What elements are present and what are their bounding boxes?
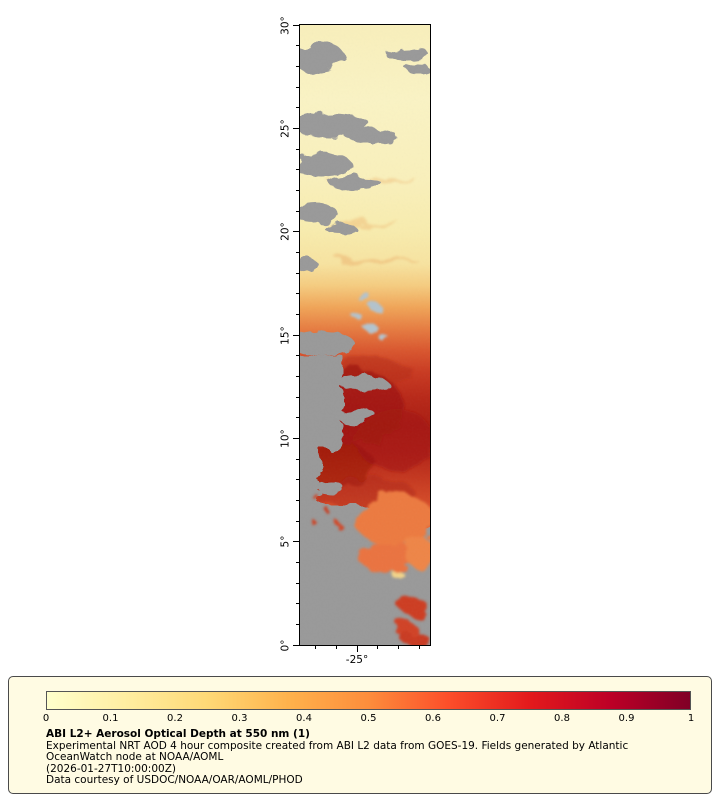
legend-panel: 0 0.1 0.2 0.3 0.4 0.5 0.6 0.7 0.8 0.9 1 ABI L2+ Ae…: [8, 676, 712, 794]
y-axis-tick-label: 20°: [279, 222, 292, 241]
caption-line-4: Data courtesy of USDOC/NOAA/OAR/AOML/PHO…: [46, 774, 303, 787]
colorbar-tick-label: 0.8: [554, 713, 570, 724]
y-axis-major-tick: [293, 541, 299, 543]
y-axis-minor-tick: [296, 169, 299, 171]
caption-line-2: OceanWatch node at NOAA/AOML: [46, 751, 224, 764]
colorbar-tick-label: 0.7: [489, 713, 506, 724]
y-axis-tick-label: 10°: [279, 429, 292, 448]
y-axis-major-tick: [293, 127, 299, 129]
caption: ABI L2+ Aerosol Optical Depth at 550 nm …: [46, 728, 629, 787]
y-axis-tick-label: 0°: [279, 639, 292, 651]
x-axis-major-tick: [356, 646, 358, 652]
y-axis-minor-tick: [296, 210, 299, 212]
x-axis-minor-tick: [335, 646, 337, 649]
y-axis-tick-label: 30°: [279, 15, 292, 35]
y-axis-minor-tick: [296, 45, 299, 47]
y-axis-minor-tick: [296, 148, 299, 150]
caption-title: ABI L2+ Aerosol Optical Depth at 550 nm …: [46, 728, 310, 740]
y-axis-minor-tick: [296, 107, 299, 109]
x-axis-minor-tick: [418, 646, 420, 649]
y-axis-tick-label: 15°: [279, 325, 292, 345]
aod-map: [300, 25, 430, 645]
caption-line-1: Experimental NRT AOD 4 hour composite cr…: [46, 739, 629, 752]
colorbar-tick-label: 0.3: [231, 713, 248, 724]
y-axis-minor-tick: [296, 561, 299, 563]
colorbar-tick-label: 0.6: [425, 713, 441, 724]
x-axis-minor-tick: [397, 646, 399, 649]
y-axis-major-tick: [293, 334, 299, 336]
y-axis-minor-tick: [296, 623, 299, 625]
y-axis-minor-tick: [296, 520, 299, 522]
y-axis-minor-tick: [296, 396, 299, 398]
colorbar-tick-label: 0.2: [167, 713, 183, 724]
y-axis-minor-tick: [296, 355, 299, 357]
x-axis-tick-label: -25°: [345, 654, 369, 666]
caption-line-3: (2026-01-27T10:00:00Z): [46, 762, 176, 775]
y-axis-minor-tick: [296, 499, 299, 501]
y-axis-minor-tick: [296, 603, 299, 605]
y-axis-minor-tick: [296, 251, 299, 253]
y-axis-minor-tick: [296, 189, 299, 191]
y-axis-minor-tick: [296, 458, 299, 460]
y-axis-minor-tick: [296, 479, 299, 481]
colorbar-tick-label: 1: [687, 713, 695, 724]
y-axis-minor-tick: [296, 293, 299, 295]
colorbar-gradient: [46, 691, 691, 710]
y-axis-minor-tick: [296, 582, 299, 584]
colorbar-tick-label: 0.4: [296, 713, 312, 724]
y-axis-tick-label: 25°: [279, 119, 292, 138]
colorbar-tick-label: 0: [42, 713, 50, 724]
aod-map-raster: [300, 25, 430, 645]
y-axis-major-tick: [293, 24, 299, 26]
y-axis-minor-tick: [296, 375, 299, 377]
y-axis-minor-tick: [296, 272, 299, 274]
x-axis-minor-tick: [315, 646, 317, 649]
x-axis-minor-tick: [377, 646, 379, 649]
colorbar-tick-label: 0.5: [360, 713, 377, 724]
y-axis-minor-tick: [296, 65, 299, 67]
colorbar-tick-label: 0.9: [618, 713, 635, 724]
y-axis-tick-label: 5°: [279, 535, 292, 548]
y-axis-major-tick: [293, 437, 299, 439]
y-axis-major-tick: [293, 231, 299, 233]
y-axis-minor-tick: [296, 313, 299, 315]
y-axis-minor-tick: [296, 417, 299, 419]
y-axis-minor-tick: [296, 86, 299, 88]
colorbar-tick-label: 0.1: [102, 713, 119, 724]
y-axis-major-tick: [293, 644, 299, 646]
